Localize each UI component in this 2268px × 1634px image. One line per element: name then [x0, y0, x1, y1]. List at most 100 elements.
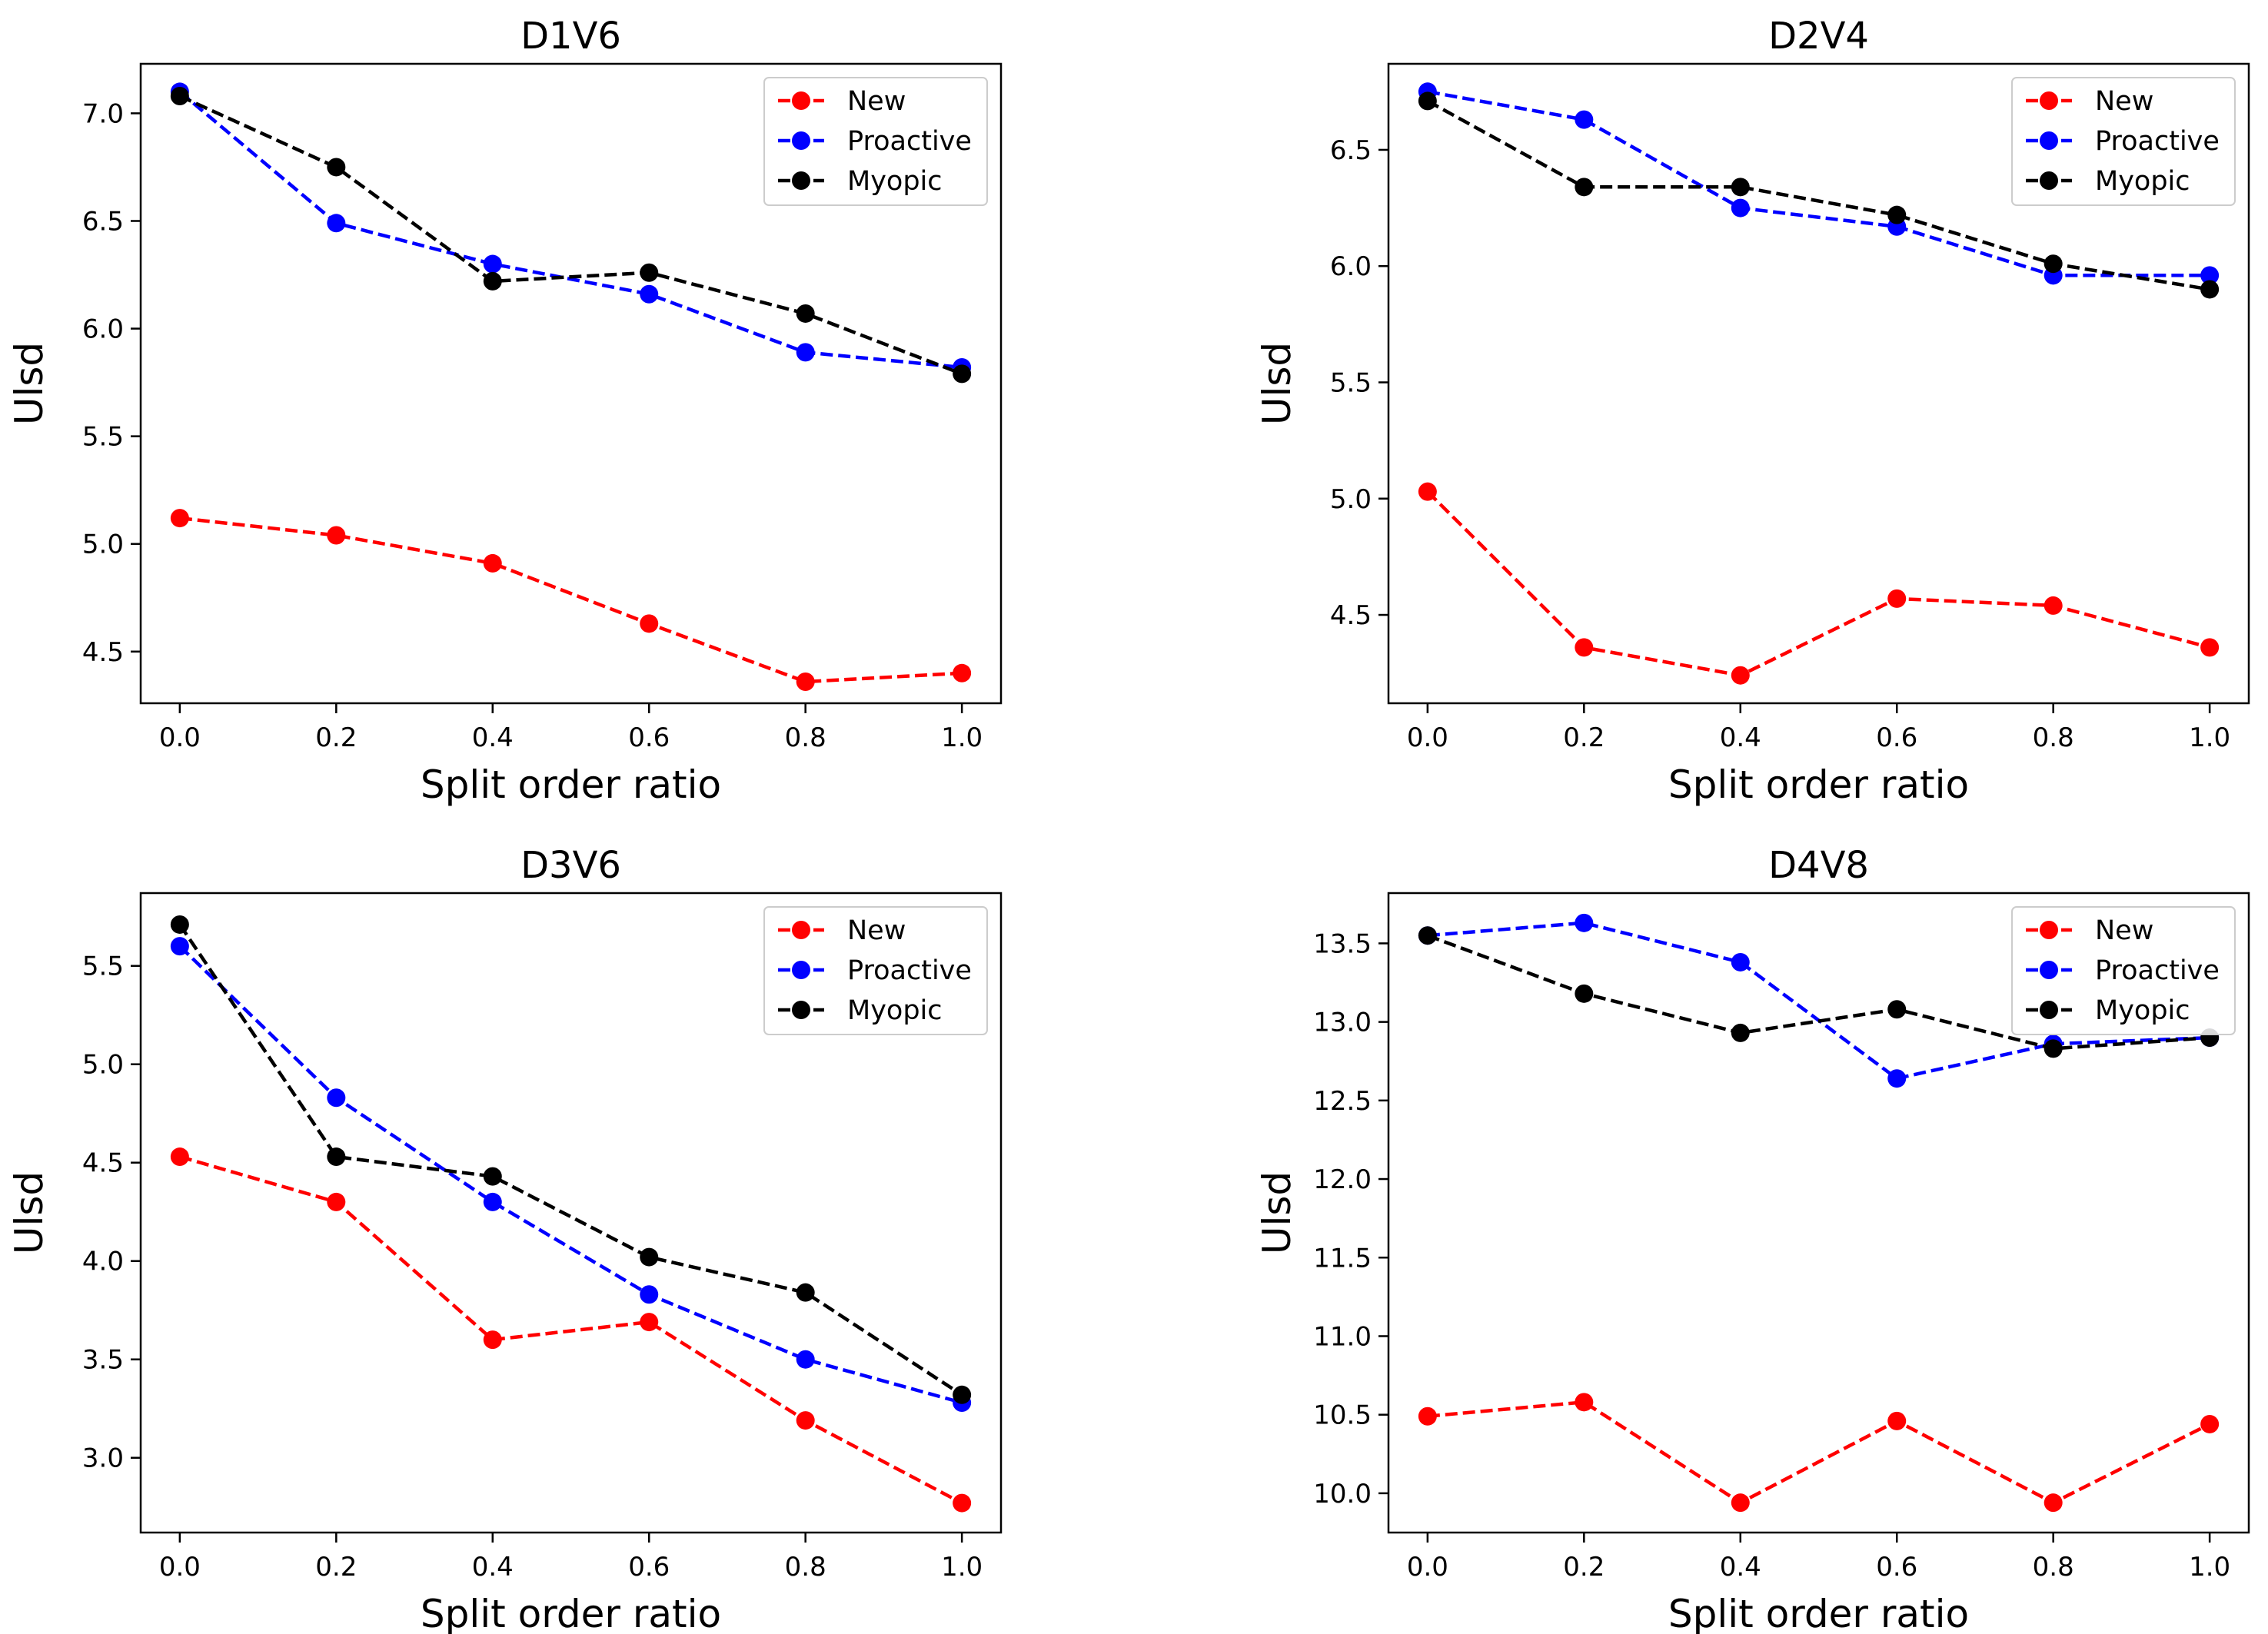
legend-label-proactive: Proactive [847, 126, 972, 157]
legend-marker-myopic [792, 171, 810, 190]
x-tick-label: 0.6 [1876, 1552, 1917, 1583]
y-tick-label: 11.0 [1313, 1321, 1372, 1352]
chart-panel-d2v4: 0.0 0.2 0.4 0.6 0.8 1.0 4.5 5.0 5.5 6.0 6.5 D2V4 Spl… [1255, 15, 2250, 807]
data-point-myopic [796, 1283, 815, 1302]
data-point-proactive [483, 254, 502, 274]
legend-label-myopic: Myopic [2095, 166, 2190, 197]
data-point-proactive [1575, 913, 1594, 932]
legend-marker-myopic [792, 1001, 810, 1019]
x-tick-label: 0.2 [1563, 1552, 1605, 1583]
data-point-myopic [1575, 984, 1594, 1003]
legend-marker-myopic [2040, 1001, 2058, 1019]
y-tick-label: 4.5 [82, 637, 124, 668]
y-tick-label: 5.0 [1330, 484, 1372, 515]
data-point-myopic [1575, 178, 1594, 197]
y-axis-label: Ulsd [7, 342, 52, 425]
data-point-new [796, 1411, 815, 1430]
chart-title: D3V6 [520, 844, 621, 887]
x-axis-label: Split order ratio [1668, 762, 1969, 807]
y-tick-label: 13.0 [1313, 1008, 1372, 1038]
y-tick-label: 6.5 [82, 206, 124, 237]
data-point-new [327, 1192, 346, 1211]
data-point-new [1887, 589, 1907, 608]
series-line-proactive [178, 945, 963, 1405]
legend-box [763, 77, 988, 206]
y-axis-label: Ulsd [1255, 1171, 1299, 1254]
y-tick-label: 6.0 [82, 314, 124, 345]
data-point-new [1731, 1493, 1750, 1513]
legend-label-new: New [2095, 915, 2153, 946]
series-line-myopic [178, 923, 963, 1397]
plot-frame [139, 892, 1003, 1534]
x-tick-label: 0.6 [1876, 722, 1917, 753]
legend-label-new: New [2095, 86, 2153, 117]
data-point-new [1731, 666, 1750, 685]
data-point-new [1887, 1411, 1907, 1430]
legend-marker-proactive [792, 961, 810, 979]
x-tick-label: 0.8 [2033, 1552, 2074, 1583]
data-point-proactive [1887, 1069, 1907, 1088]
data-point-new [2200, 1414, 2220, 1433]
plot-frame [139, 62, 1003, 705]
legend: New Proactive Myopic [763, 77, 988, 206]
y-tick-label: 5.5 [82, 952, 124, 982]
data-point-proactive [640, 284, 659, 304]
legend-marker-new [792, 921, 810, 939]
x-tick-label: 0.6 [628, 722, 670, 753]
x-tick-label: 0.2 [315, 722, 357, 753]
legend-marker-proactive [2040, 961, 2058, 979]
data-point-new [953, 663, 972, 682]
plot-frame [1387, 62, 2250, 705]
x-axis-label: Split order ratio [421, 762, 721, 807]
x-tick-label: 0.8 [2033, 722, 2074, 753]
data-point-new [170, 1147, 189, 1167]
data-point-myopic [1418, 91, 1437, 111]
y-tick-label: 6.5 [1330, 135, 1372, 166]
y-tick-label: 11.5 [1313, 1243, 1372, 1274]
x-tick-label: 0.0 [1407, 722, 1448, 753]
data-point-new [2044, 596, 2063, 615]
data-point-proactive [170, 937, 189, 956]
data-point-proactive [796, 343, 815, 362]
series-line-myopic [178, 94, 963, 376]
data-point-myopic [1731, 1023, 1750, 1042]
y-tick-label: 3.0 [82, 1443, 124, 1474]
series-line-new [179, 1154, 963, 1505]
chart-title: D2V4 [1768, 15, 1869, 58]
chart-title: D1V6 [520, 15, 621, 58]
y-tick-label: 4.5 [1330, 600, 1372, 631]
chart-title: D4V8 [1768, 844, 1869, 887]
legend: New Proactive Myopic [763, 906, 988, 1035]
data-point-new [327, 526, 346, 545]
data-point-myopic [640, 263, 659, 282]
legend-marker-proactive [792, 131, 810, 150]
y-tick-label: 4.0 [82, 1247, 124, 1277]
legend: New Proactive Myopic [2011, 906, 2236, 1035]
data-point-myopic [1887, 205, 1907, 224]
data-point-myopic [483, 1167, 502, 1186]
y-tick-label: 5.0 [82, 530, 124, 560]
x-tick-label: 1.0 [941, 1552, 983, 1583]
data-point-new [1575, 638, 1594, 657]
data-point-new [1575, 1393, 1594, 1412]
data-point-proactive [1575, 110, 1594, 129]
data-point-myopic [1418, 926, 1437, 945]
x-tick-label: 0.4 [472, 722, 514, 753]
legend-label-new: New [847, 86, 906, 117]
x-tick-label: 0.0 [1407, 1552, 1448, 1583]
legend-marker-myopic [2040, 171, 2058, 190]
data-point-proactive [483, 1192, 502, 1211]
data-point-myopic [327, 158, 346, 177]
data-point-myopic [1887, 1000, 1907, 1019]
data-point-new [483, 553, 502, 573]
data-point-myopic [796, 304, 815, 323]
y-tick-label: 12.5 [1313, 1086, 1372, 1117]
legend-label-myopic: Myopic [847, 995, 943, 1026]
legend-marker-new [2040, 921, 2058, 939]
x-tick-label: 1.0 [2189, 1552, 2230, 1583]
data-point-myopic [953, 1385, 972, 1404]
y-tick-label: 4.5 [82, 1148, 124, 1179]
legend: New Proactive Myopic [2011, 77, 2236, 206]
y-tick-label: 10.5 [1313, 1400, 1372, 1431]
